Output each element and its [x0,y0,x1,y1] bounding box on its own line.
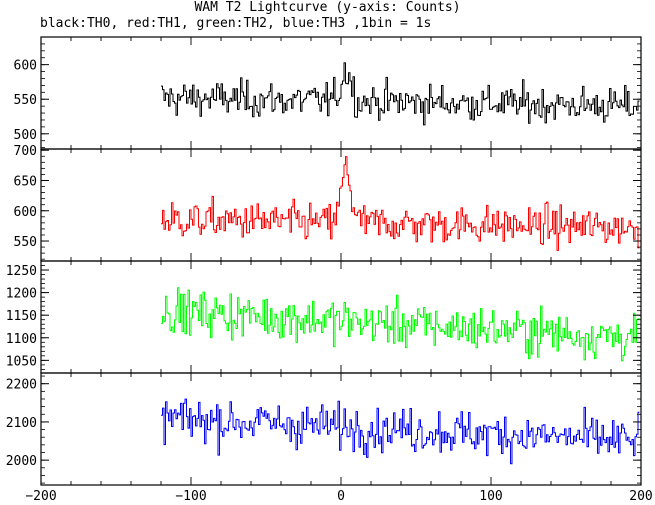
panel-frame-th3 [40,372,642,486]
y-tick-label: 2200 [6,378,37,393]
panel-frame-th1 [40,148,642,262]
lightcurve-th1 [161,156,640,251]
lightcurve-th0 [161,62,640,126]
lightcurve-th3 [161,398,640,465]
x-tick-label: −100 [175,489,206,504]
y-tick-label: 550 [14,93,37,108]
y-tick-label: 2000 [6,454,37,469]
panel-frame-th2 [40,260,642,374]
y-tick-label: 1050 [6,354,37,369]
y-tick-label: 2100 [6,416,37,431]
y-tick-label: 650 [14,174,37,189]
y-tick-label: 700 [14,144,37,159]
chart-subtitle: black:TH0, red:TH1, green:TH2, blue:TH3 … [40,16,432,31]
x-tick-label: 200 [629,489,652,504]
x-tick-label: −200 [25,489,56,504]
y-tick-label: 1150 [6,309,37,324]
lightcurve-th2 [161,287,640,362]
y-tick-label: 600 [14,59,37,74]
x-tick-label: 100 [479,489,502,504]
y-tick-label: 1250 [6,264,37,279]
y-tick-label: 500 [14,128,37,143]
y-tick-label: 1100 [6,332,37,347]
chart-title: WAM T2 Lightcurve (y-axis: Counts) [194,0,461,15]
x-tick-label: 0 [337,489,345,504]
y-tick-label: 1200 [6,287,37,302]
y-tick-label: 550 [14,235,37,250]
y-tick-label: 600 [14,205,37,220]
